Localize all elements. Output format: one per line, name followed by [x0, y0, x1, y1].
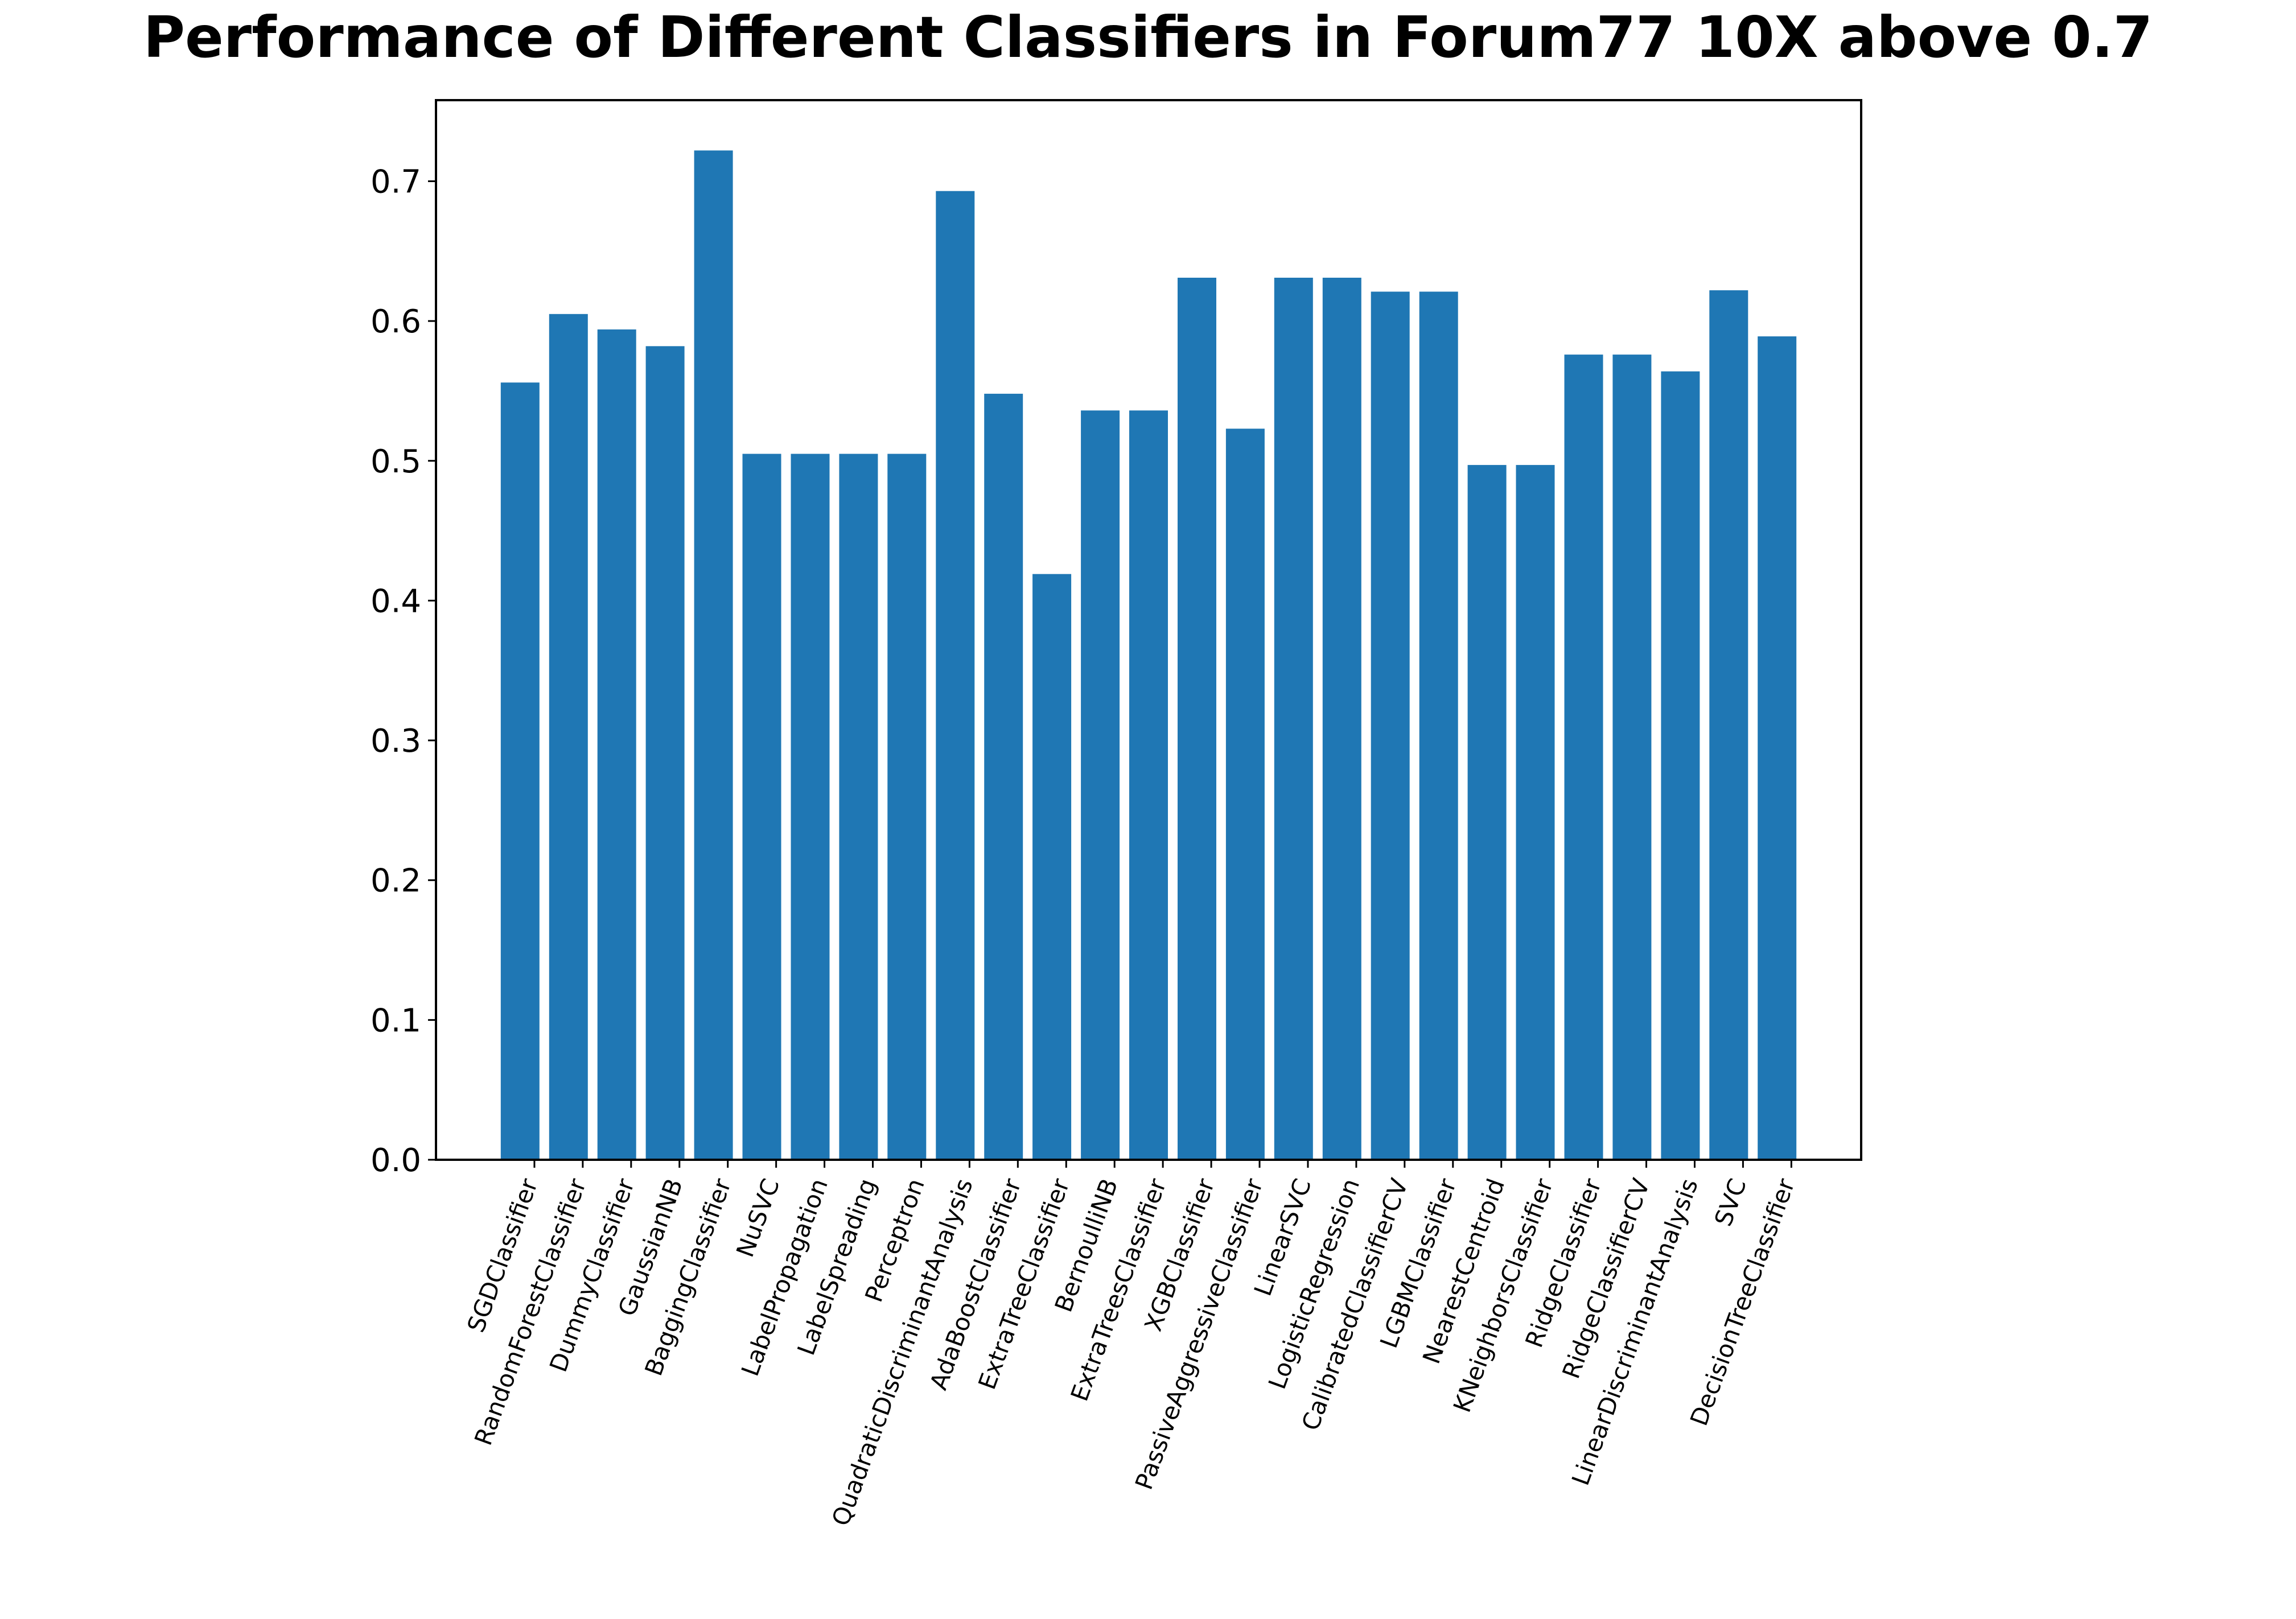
bar-ExtraTreeClassifier	[1032, 574, 1072, 1160]
x-axis: SGDClassifierRandomForestClassifierDummy…	[462, 1160, 1800, 1530]
bar-DecisionTreeClassifier	[1758, 336, 1797, 1160]
y-tick-label: 0.7	[371, 163, 421, 200]
bar-RidgeClassifier	[1564, 355, 1603, 1160]
y-tick-label: 0.4	[371, 583, 421, 620]
y-tick-label: 0.0	[371, 1142, 421, 1179]
bar-BaggingClassifier	[694, 150, 733, 1160]
bar-SVC	[1709, 290, 1748, 1160]
y-tick-label: 0.6	[371, 303, 421, 340]
bar-PassiveAggressiveClassifier	[1225, 429, 1265, 1160]
bar-AdaBoostClassifier	[984, 393, 1023, 1160]
bar-LinearDiscriminantAnalysis	[1661, 371, 1700, 1160]
bar-Perceptron	[887, 454, 927, 1160]
bar-GaussianNB	[645, 346, 685, 1160]
y-tick-label: 0.1	[371, 1002, 421, 1039]
y-tick-label: 0.5	[371, 443, 421, 480]
bar-SGDClassifier	[500, 382, 540, 1160]
bar-LinearSVC	[1274, 278, 1313, 1160]
bar-ExtraTreesClassifier	[1129, 410, 1168, 1160]
bar-CalibratedClassifierCV	[1371, 291, 1410, 1160]
bar-LabelPropagation	[791, 454, 830, 1160]
bar-KNeighborsClassifier	[1516, 465, 1555, 1160]
x-tick-label: SVC	[1709, 1175, 1752, 1230]
x-tick-label: NuSVC	[731, 1175, 785, 1261]
y-tick-label: 0.3	[371, 723, 421, 760]
bars-layer	[500, 150, 1797, 1160]
bar-XGBClassifier	[1178, 278, 1216, 1160]
bar-NuSVC	[742, 454, 781, 1160]
bar-DummyClassifier	[597, 329, 636, 1160]
bar-LabelSpreading	[839, 454, 878, 1160]
bar-NearestCentroid	[1467, 465, 1507, 1160]
bar-LogisticRegression	[1322, 278, 1361, 1160]
y-axis: 0.0 0.1 0.2 0.3 0.4 0.5 0.6 0.7	[371, 163, 436, 1179]
bar-RandomForestClassifier	[549, 314, 588, 1160]
plot-frame	[435, 99, 1862, 1161]
bar-RidgeClassifierCV	[1612, 355, 1652, 1160]
chart-title: Performance of Different Classifiers in …	[143, 4, 2153, 71]
bar-QuadraticDiscriminantAnalysis	[936, 191, 975, 1160]
x-tick-label: DecisionTreeClassifier	[1685, 1175, 1800, 1430]
bar-BernoulliNB	[1081, 410, 1120, 1160]
y-tick-label: 0.2	[371, 863, 421, 900]
bar-LGBMClassifier	[1419, 291, 1458, 1160]
